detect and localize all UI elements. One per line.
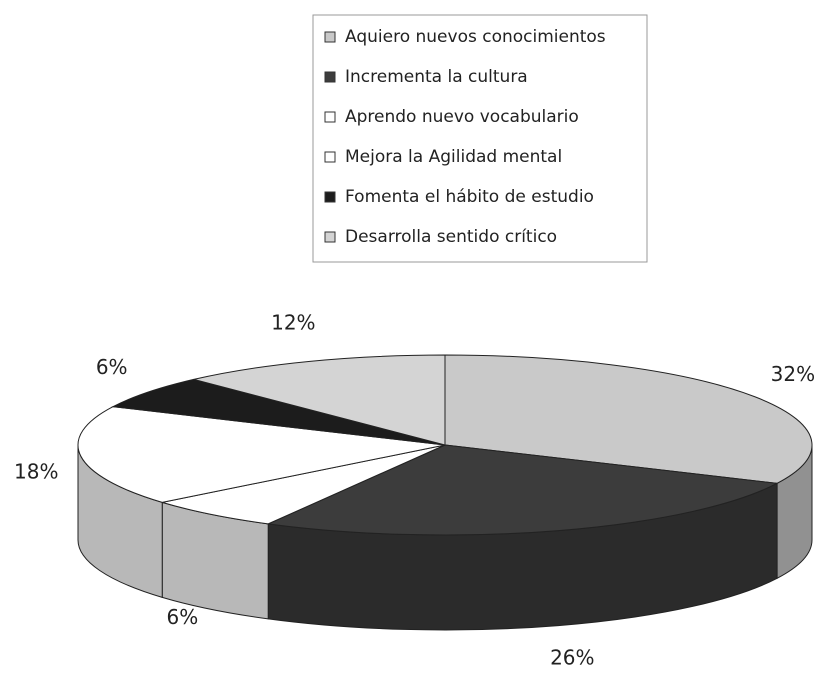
- legend-swatch: [324, 151, 336, 163]
- slice: [77, 406, 446, 503]
- legend-label: Fomenta el hábito de estudio: [345, 187, 594, 207]
- legend-label: Mejora la Agilidad mental: [345, 147, 562, 167]
- legend-label: Aquiero nuevos conocimientos: [345, 27, 606, 47]
- legend-swatch: [324, 31, 336, 43]
- data-label: 6%: [167, 605, 199, 629]
- legend-label: Incrementa la cultura: [345, 67, 528, 87]
- data-label: 12%: [271, 311, 315, 335]
- legend-swatch: [324, 191, 336, 203]
- slice: [193, 354, 446, 446]
- legend-swatch: [324, 231, 336, 243]
- slice: [162, 444, 446, 525]
- legend-box: [312, 14, 648, 263]
- legend-label: Desarrolla sentido crítico: [345, 227, 557, 247]
- slice: [111, 378, 446, 446]
- slice: [444, 354, 813, 484]
- data-label: 6%: [96, 355, 128, 379]
- legend-swatch: [324, 71, 336, 83]
- legend-swatch: [324, 111, 336, 123]
- data-label: 32%: [771, 362, 815, 386]
- data-label: 26%: [550, 645, 594, 669]
- legend-label: Aprendo nuevo vocabulario: [345, 107, 579, 127]
- data-label: 18%: [14, 460, 58, 484]
